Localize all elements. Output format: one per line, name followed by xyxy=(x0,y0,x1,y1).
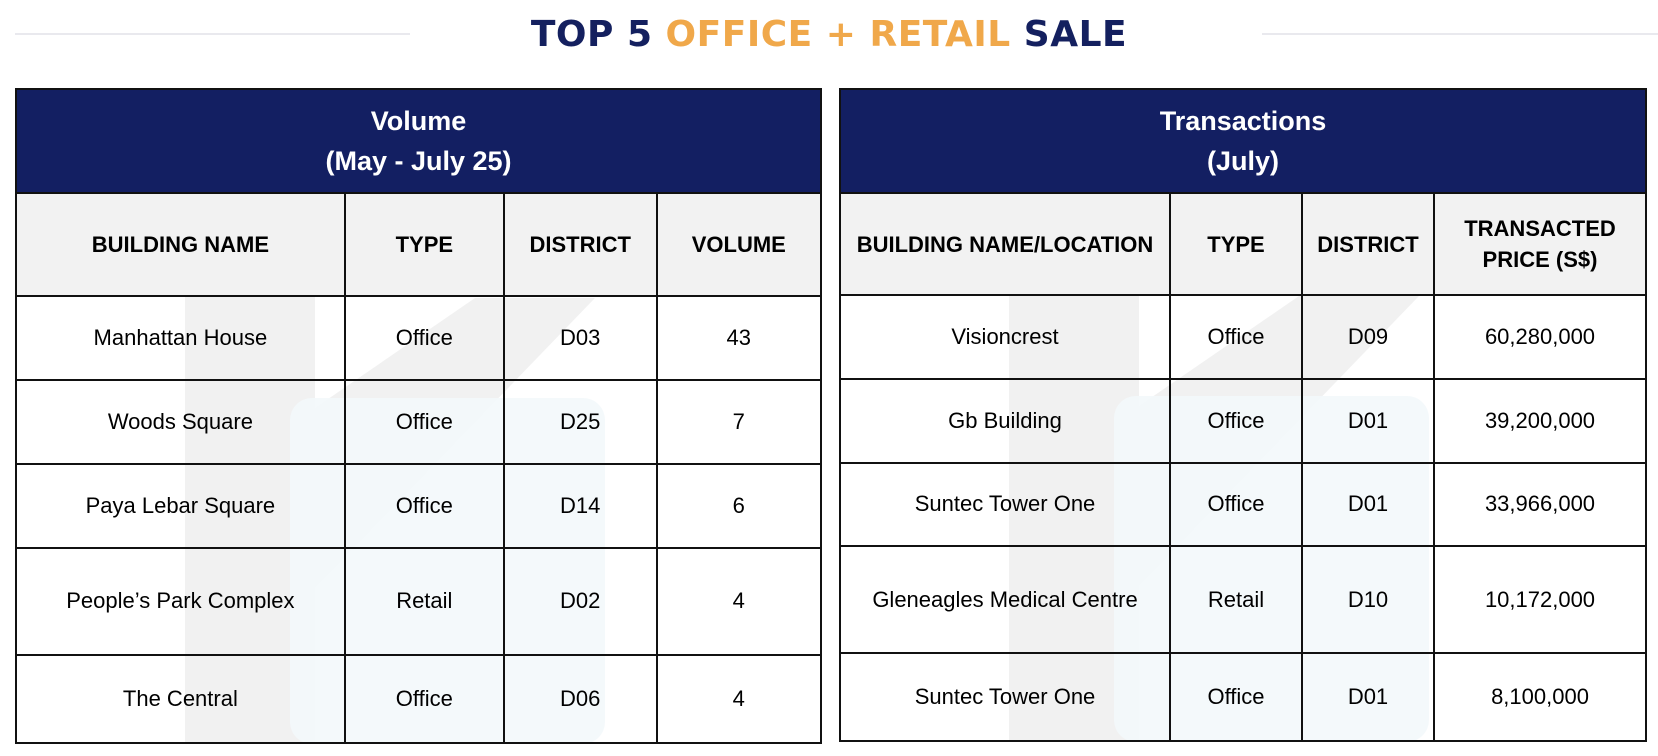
table-row: Gleneagles Medical Centre Retail D10 10,… xyxy=(839,545,1647,655)
type-cell: Office xyxy=(343,378,505,465)
district-cell: D01 xyxy=(1301,461,1435,548)
building-name-cell: Suntec Tower One xyxy=(839,652,1171,742)
type-cell: Retail xyxy=(343,546,505,656)
col-header-building-name: BUILDING NAME xyxy=(15,192,346,297)
title-part-top5: TOP 5 xyxy=(530,14,666,55)
volume-cell: 7 xyxy=(655,378,823,465)
type-cell: Office xyxy=(1169,461,1303,548)
transactions-banner-title: Transactions xyxy=(1159,105,1327,136)
price-cell: 8,100,000 xyxy=(1433,652,1647,742)
price-cell: 60,280,000 xyxy=(1433,294,1647,380)
transactions-banner-period: (July) xyxy=(1206,145,1279,176)
col-header-volume: VOLUME xyxy=(655,192,823,297)
table-row: Visioncrest Office D09 60,280,000 xyxy=(839,294,1647,380)
building-name-cell: Manhattan House xyxy=(15,295,346,381)
volume-banner-title: Volume xyxy=(370,106,467,137)
district-cell: D14 xyxy=(502,462,658,549)
table-row: People’s Park Complex Retail D02 4 xyxy=(15,546,823,656)
transactions-table: Transactions (July) BUILDING NAME/LOCATI… xyxy=(839,88,1647,742)
transactions-table-banner: Transactions (July) xyxy=(839,88,1647,194)
col-header-district: DISTRICT xyxy=(502,192,658,297)
type-cell: Office xyxy=(343,295,505,381)
district-cell: D03 xyxy=(502,295,658,381)
col-header-building-name-location: BUILDING NAME/LOCATION xyxy=(839,191,1171,297)
col-header-district: DISTRICT xyxy=(1301,191,1435,297)
volume-table-container: Volume (May - July 25) BUILDING NAME TYP… xyxy=(15,87,823,745)
volume-banner-period: (May - July 25) xyxy=(325,146,512,177)
title-part-sale: SALE xyxy=(1010,14,1128,55)
building-name-cell: Suntec Tower One xyxy=(839,461,1171,548)
building-name-cell: The Central xyxy=(15,653,346,745)
building-name-cell: People’s Park Complex xyxy=(15,546,346,656)
volume-cell: 6 xyxy=(655,462,823,549)
building-name-cell: Gb Building xyxy=(839,377,1171,464)
district-cell: D09 xyxy=(1301,294,1435,380)
building-name-cell: Woods Square xyxy=(15,378,346,465)
district-cell: D01 xyxy=(1301,377,1435,464)
volume-table: Volume (May - July 25) BUILDING NAME TYP… xyxy=(15,87,823,745)
price-cell: 33,966,000 xyxy=(1433,461,1647,548)
title-divider-right xyxy=(1262,33,1658,35)
transactions-table-container: Transactions (July) BUILDING NAME/LOCATI… xyxy=(839,88,1647,742)
district-cell: D25 xyxy=(502,378,658,465)
col-header-transacted: TRANSACTED xyxy=(1464,216,1616,242)
col-header-type: TYPE xyxy=(343,192,505,297)
table-row: Manhattan House Office D03 43 xyxy=(15,295,823,381)
table-row: Gb Building Office D01 39,200,000 xyxy=(839,377,1647,464)
district-cell: D02 xyxy=(502,546,658,656)
building-name-cell: Visioncrest xyxy=(839,294,1171,380)
price-cell: 39,200,000 xyxy=(1433,377,1647,464)
table-row: The Central Office D06 4 xyxy=(15,653,823,745)
volume-cell: 43 xyxy=(655,295,823,381)
table-row: Suntec Tower One Office D01 8,100,000 xyxy=(839,652,1647,742)
type-cell: Office xyxy=(1169,652,1303,742)
title-bar: TOP 5 OFFICE + RETAIL SALE xyxy=(0,0,1658,80)
district-cell: D06 xyxy=(502,653,658,745)
col-header-transacted-price: TRANSACTED PRICE (S$) xyxy=(1433,191,1647,297)
col-header-type: TYPE xyxy=(1169,191,1303,297)
col-header-price: PRICE (S$) xyxy=(1482,247,1598,273)
type-cell: Office xyxy=(343,653,505,745)
building-name-cell: Paya Lebar Square xyxy=(15,462,346,549)
district-cell: D01 xyxy=(1301,652,1435,742)
table-row: Paya Lebar Square Office D14 6 xyxy=(15,462,823,549)
page-title: TOP 5 OFFICE + RETAIL SALE xyxy=(0,14,1658,55)
title-divider-left xyxy=(15,33,410,35)
volume-table-banner: Volume (May - July 25) xyxy=(15,87,822,195)
type-cell: Office xyxy=(1169,377,1303,464)
volume-cell: 4 xyxy=(655,546,823,656)
district-cell: D10 xyxy=(1301,545,1435,655)
table-row: Suntec Tower One Office D01 33,966,000 xyxy=(839,461,1647,548)
type-cell: Office xyxy=(1169,294,1303,380)
type-cell: Retail xyxy=(1169,545,1303,655)
table-row: Woods Square Office D25 7 xyxy=(15,378,823,465)
title-part-office-retail: OFFICE + RETAIL xyxy=(665,14,1011,55)
price-cell: 10,172,000 xyxy=(1433,545,1647,655)
type-cell: Office xyxy=(343,462,505,549)
volume-cell: 4 xyxy=(655,653,823,745)
building-name-cell: Gleneagles Medical Centre xyxy=(839,545,1171,655)
